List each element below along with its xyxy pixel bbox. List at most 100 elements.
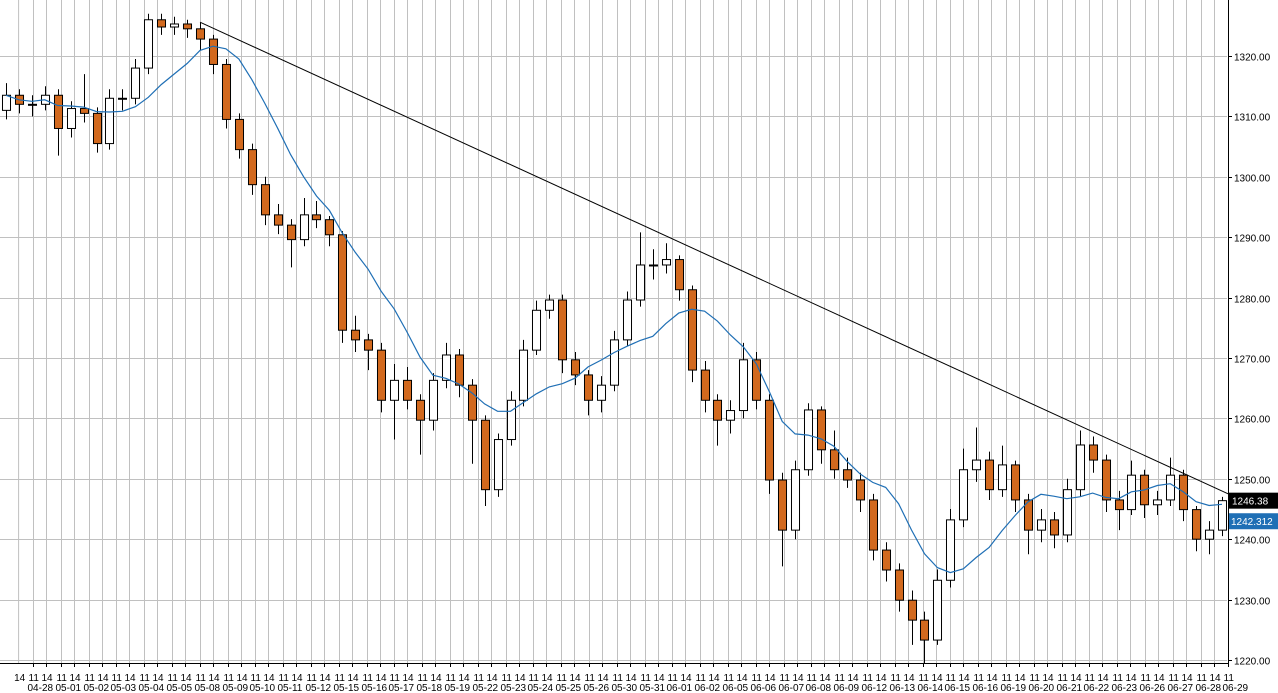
x-date-label: 06-12 bbox=[862, 683, 888, 693]
candle-body bbox=[117, 97, 128, 100]
x-hour-label: 14 bbox=[181, 673, 193, 684]
candle bbox=[919, 611, 930, 664]
x-date-label: 05-02 bbox=[84, 683, 110, 693]
x-date-label: 05-12 bbox=[306, 683, 332, 693]
candle-body bbox=[997, 464, 1008, 491]
x-hour-label: 14 bbox=[959, 673, 971, 684]
candle-body bbox=[855, 479, 866, 501]
x-date-label: 05-10 bbox=[250, 683, 276, 693]
candle bbox=[700, 361, 711, 413]
candle-body bbox=[156, 19, 167, 28]
candle bbox=[1114, 490, 1125, 531]
candle bbox=[92, 107, 103, 153]
x-hour-label: 14 bbox=[125, 673, 137, 684]
x-hour-label: 11 bbox=[446, 673, 457, 684]
candle bbox=[1023, 493, 1034, 555]
candle bbox=[337, 231, 348, 343]
candle-body bbox=[1088, 444, 1099, 461]
x-hour-label: 11 bbox=[251, 673, 262, 684]
y-tick-label: 1320.00 bbox=[1234, 53, 1271, 64]
candle bbox=[842, 457, 853, 488]
candle-body bbox=[493, 439, 504, 491]
x-hour-label: 11 bbox=[891, 673, 902, 684]
candle bbox=[635, 232, 646, 307]
candle bbox=[234, 113, 245, 159]
candle bbox=[583, 370, 594, 416]
candle bbox=[816, 406, 827, 464]
candle bbox=[1049, 512, 1060, 549]
x-hour-label: 11 bbox=[835, 673, 846, 684]
candle bbox=[363, 333, 374, 371]
x-hour-label: 14 bbox=[487, 673, 499, 684]
x-hour-label: 14 bbox=[820, 673, 832, 684]
x-hour-label: 11 bbox=[1197, 673, 1208, 684]
candle bbox=[156, 13, 167, 35]
x-hour-label: 11 bbox=[168, 673, 179, 684]
x-date-label: 06-08 bbox=[806, 683, 832, 693]
x-hour-label: 14 bbox=[848, 673, 860, 684]
candle bbox=[868, 493, 879, 561]
candle bbox=[687, 285, 698, 383]
candle-body bbox=[958, 469, 969, 521]
candle-body bbox=[687, 289, 698, 371]
x-hour-label: 11 bbox=[946, 673, 957, 684]
candle-body bbox=[428, 379, 439, 421]
x-hour-label: 11 bbox=[807, 673, 818, 684]
candle bbox=[1204, 521, 1215, 555]
x-hour-label: 11 bbox=[224, 673, 235, 684]
candle bbox=[674, 255, 685, 301]
x-hour-label: 11 bbox=[474, 673, 485, 684]
candle-body bbox=[674, 259, 685, 291]
x-date-label: 06-26 bbox=[1140, 683, 1166, 693]
candle-body bbox=[1165, 474, 1176, 501]
candle-body bbox=[777, 479, 788, 531]
x-date-label: 05-15 bbox=[334, 683, 360, 693]
candle-body bbox=[66, 108, 77, 129]
candle bbox=[1165, 457, 1176, 506]
candle-body bbox=[389, 379, 400, 401]
candle-body bbox=[557, 299, 568, 361]
candle bbox=[1101, 454, 1112, 513]
candle bbox=[247, 143, 258, 195]
candle bbox=[1010, 460, 1021, 513]
candle bbox=[1088, 436, 1099, 473]
x-date-label: 06-02 bbox=[695, 683, 721, 693]
candle-body bbox=[234, 118, 245, 151]
x-hour-label: 14 bbox=[598, 673, 610, 684]
x-date-label: 05-11 bbox=[278, 683, 303, 693]
candle-body bbox=[195, 28, 206, 40]
candle-body bbox=[1191, 509, 1202, 540]
candle-body bbox=[1075, 444, 1086, 491]
x-hour-label: 14 bbox=[1043, 673, 1055, 684]
x-hour-label: 11 bbox=[668, 673, 679, 684]
candle-body bbox=[751, 359, 762, 401]
candle bbox=[376, 342, 387, 413]
candle bbox=[1075, 430, 1086, 497]
x-hour-label: 14 bbox=[14, 673, 26, 684]
candle-body bbox=[350, 329, 361, 341]
candle-body bbox=[208, 38, 219, 65]
x-date-label: 05-25 bbox=[556, 683, 582, 693]
x-hour-label: 14 bbox=[987, 673, 999, 684]
x-date-label: 06-01 bbox=[667, 683, 693, 693]
x-hour-label: 14 bbox=[98, 673, 110, 684]
candle bbox=[907, 590, 918, 645]
y-tick-label: 1270.00 bbox=[1234, 355, 1271, 366]
x-hour-label: 14 bbox=[292, 673, 304, 684]
x-date-label: 05-04 bbox=[139, 683, 165, 693]
candle-body bbox=[661, 259, 672, 266]
x-hour-label: 11 bbox=[724, 673, 735, 684]
candle bbox=[40, 86, 51, 111]
candle bbox=[648, 249, 659, 280]
x-date-label: 05-23 bbox=[501, 683, 527, 693]
y-tick-label: 1280.00 bbox=[1234, 295, 1271, 306]
candle-body bbox=[868, 499, 879, 551]
x-hour-label: 14 bbox=[515, 673, 527, 684]
x-hour-label: 11 bbox=[307, 673, 318, 684]
candle bbox=[143, 13, 154, 75]
candle bbox=[738, 342, 749, 419]
x-date-label: 06-23 bbox=[1112, 683, 1138, 693]
x-hour-label: 14 bbox=[681, 673, 693, 684]
